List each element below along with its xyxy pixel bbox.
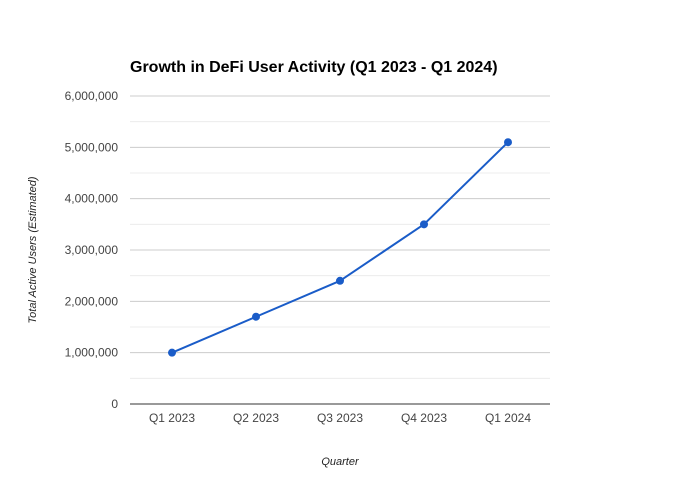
chart-title: Growth in DeFi User Activity (Q1 2023 - … xyxy=(130,59,498,76)
y-tick-label: 1,000,000 xyxy=(65,346,119,360)
y-tick-label: 3,000,000 xyxy=(65,243,119,257)
x-axis-tick-labels: Q1 2023 Q2 2023 Q3 2023 Q4 2023 Q1 2024 xyxy=(149,411,531,425)
y-axis-tick-labels: 0 1,000,000 2,000,000 3,000,000 4,000,000 5,0… xyxy=(65,89,119,411)
y-tick-label: 5,000,000 xyxy=(65,140,119,154)
y-tick-label: 2,000,000 xyxy=(65,294,119,308)
y-tick-label: 0 xyxy=(111,397,118,411)
x-tick-label: Q1 2024 xyxy=(485,411,531,425)
data-point xyxy=(168,348,176,357)
data-point xyxy=(336,276,344,285)
y-tick-label: 4,000,000 xyxy=(65,192,119,206)
x-tick-label: Q2 2023 xyxy=(233,411,279,425)
x-tick-label: Q3 2023 xyxy=(317,411,363,425)
data-point xyxy=(504,138,512,147)
gridlines xyxy=(130,95,550,379)
x-axis-title: Quarter xyxy=(321,456,360,468)
series-line xyxy=(171,141,509,354)
series-layer xyxy=(168,138,512,357)
y-axis-title: Total Active Users (Estimated) xyxy=(27,176,39,323)
y-tick-label: 6,000,000 xyxy=(65,89,119,103)
data-point xyxy=(252,312,260,321)
x-tick-label: Q1 2023 xyxy=(149,411,195,425)
x-tick-label: Q4 2023 xyxy=(401,411,447,425)
data-point xyxy=(420,220,428,229)
